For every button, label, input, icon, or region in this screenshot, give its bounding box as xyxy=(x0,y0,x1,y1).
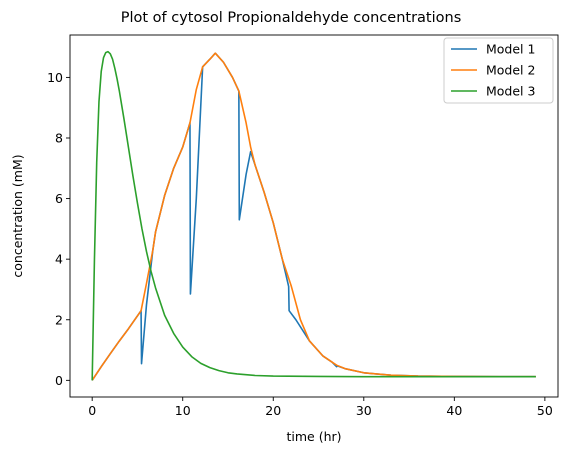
series-line-3 xyxy=(91,50,536,381)
legend-label: Model 2 xyxy=(486,63,535,78)
plot-area xyxy=(91,50,536,381)
y-axis: 0 2 4 6 8 10 xyxy=(47,70,70,388)
x-tick-label: 30 xyxy=(356,403,372,418)
x-axis-label: time (hr) xyxy=(286,429,341,444)
x-tick-label: 10 xyxy=(175,403,191,418)
x-tick-label: 40 xyxy=(446,403,462,418)
chart-title: Plot of cytosol Propionaldehyde concentr… xyxy=(121,10,462,26)
series-line-2 xyxy=(91,52,536,381)
axes-frame xyxy=(69,34,559,398)
legend-box xyxy=(443,37,554,104)
x-tick-label: 50 xyxy=(537,403,553,418)
x-axis: 0 10 20 30 40 50 xyxy=(88,397,553,418)
y-tick-label: 10 xyxy=(47,70,63,85)
legend-label: Model 1 xyxy=(486,42,535,57)
y-tick-label: 4 xyxy=(55,252,63,267)
legend-label: Model 3 xyxy=(486,84,535,99)
y-tick-label: 2 xyxy=(55,312,63,327)
y-tick-label: 0 xyxy=(55,373,63,388)
y-axis-label: concentration (mM) xyxy=(10,154,25,277)
legend: Model 1 Model 2 Model 3 xyxy=(443,37,554,104)
x-tick-label: 20 xyxy=(265,403,281,418)
x-tick-label: 0 xyxy=(88,403,96,418)
y-tick-label: 8 xyxy=(55,130,63,145)
y-tick-label: 6 xyxy=(55,191,63,206)
